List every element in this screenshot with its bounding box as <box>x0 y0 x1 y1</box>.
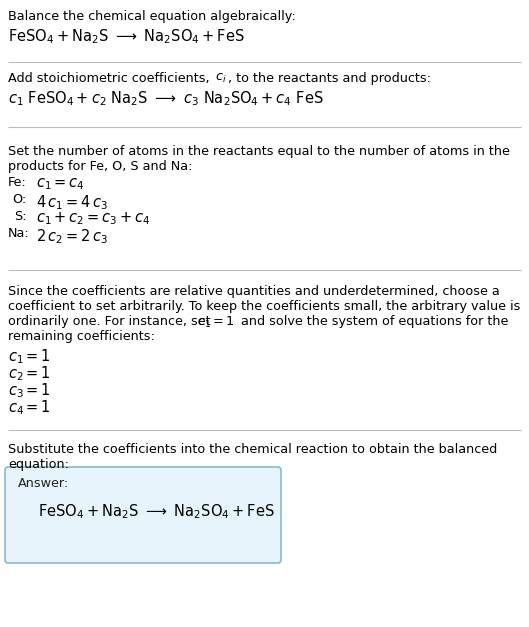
Text: $2\,c_2=2\,c_3$: $2\,c_2=2\,c_3$ <box>36 227 108 246</box>
Text: $c_1+c_2=c_3+c_4$: $c_1+c_2=c_3+c_4$ <box>36 210 151 227</box>
Text: products for Fe, O, S and Na:: products for Fe, O, S and Na: <box>8 160 193 173</box>
Text: coefficient to set arbitrarily. To keep the coefficients small, the arbitrary va: coefficient to set arbitrarily. To keep … <box>8 300 521 313</box>
Text: and solve the system of equations for the: and solve the system of equations for th… <box>237 315 508 328</box>
Text: $\mathrm{FeSO_4}+\mathrm{Na_2S}\ \longrightarrow\ \mathrm{Na_2SO_4}+\mathrm{FeS}: $\mathrm{FeSO_4}+\mathrm{Na_2S}\ \longri… <box>8 27 244 46</box>
Text: $c_1\ \mathrm{FeSO_4}+c_2\ \mathrm{Na_2S}\ \longrightarrow\ c_3\ \mathrm{Na_2SO_: $c_1\ \mathrm{FeSO_4}+c_2\ \mathrm{Na_2S… <box>8 89 324 108</box>
Text: $c_1=1$: $c_1=1$ <box>197 315 235 330</box>
FancyBboxPatch shape <box>5 467 281 563</box>
Text: $c_i$: $c_i$ <box>215 72 226 85</box>
Text: Balance the chemical equation algebraically:: Balance the chemical equation algebraica… <box>8 10 296 23</box>
Text: ordinarily one. For instance, set: ordinarily one. For instance, set <box>8 315 215 328</box>
Text: $c_1=1$: $c_1=1$ <box>8 347 51 366</box>
Text: $c_2=1$: $c_2=1$ <box>8 364 51 382</box>
Text: , to the reactants and products:: , to the reactants and products: <box>228 72 431 85</box>
Text: $c_1=c_4$: $c_1=c_4$ <box>36 176 85 192</box>
Text: Set the number of atoms in the reactants equal to the number of atoms in the: Set the number of atoms in the reactants… <box>8 145 510 158</box>
Text: Fe:: Fe: <box>8 176 27 189</box>
Text: S:: S: <box>14 210 26 223</box>
Text: Since the coefficients are relative quantities and underdetermined, choose a: Since the coefficients are relative quan… <box>8 285 500 298</box>
Text: $c_3=1$: $c_3=1$ <box>8 381 51 399</box>
Text: Na:: Na: <box>8 227 30 240</box>
Text: $\mathrm{FeSO_4}+\mathrm{Na_2S}\ \longrightarrow\ \mathrm{Na_2SO_4}+\mathrm{FeS}: $\mathrm{FeSO_4}+\mathrm{Na_2S}\ \longri… <box>38 502 275 520</box>
Text: O:: O: <box>12 193 26 206</box>
Text: $c_4=1$: $c_4=1$ <box>8 398 51 417</box>
Text: Answer:: Answer: <box>18 477 69 490</box>
Text: equation:: equation: <box>8 458 69 471</box>
Text: remaining coefficients:: remaining coefficients: <box>8 330 155 343</box>
Text: Add stoichiometric coefficients,: Add stoichiometric coefficients, <box>8 72 214 85</box>
Text: $4\,c_1=4\,c_3$: $4\,c_1=4\,c_3$ <box>36 193 108 212</box>
Text: Substitute the coefficients into the chemical reaction to obtain the balanced: Substitute the coefficients into the che… <box>8 443 497 456</box>
